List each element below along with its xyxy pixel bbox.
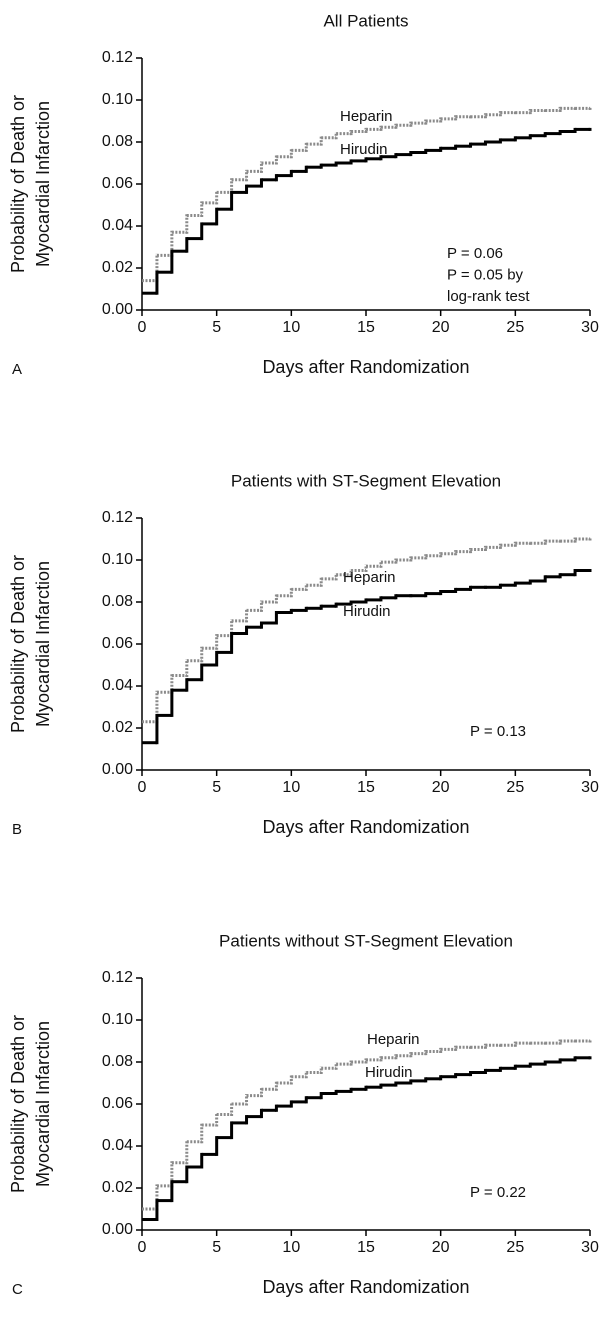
x-tick-label: 10 — [282, 779, 300, 796]
chart-title: All Patients — [323, 11, 408, 30]
x-tick-label: 5 — [212, 1239, 221, 1256]
y-axis-label: Myocardial Infarction — [33, 1021, 53, 1187]
annotation: P = 0.22 — [470, 1184, 526, 1201]
y-tick-label: 0.00 — [102, 301, 133, 318]
x-tick-label: 0 — [138, 779, 147, 796]
y-tick-label: 0.06 — [102, 175, 133, 192]
x-tick-label: 15 — [357, 319, 375, 336]
annotation: P = 0.13 — [470, 723, 526, 740]
series-label: Heparin — [367, 1031, 420, 1048]
annotation: P = 0.05 by — [447, 266, 524, 283]
y-tick-label: 0.06 — [102, 635, 133, 652]
series-label: Heparin — [343, 569, 396, 586]
y-tick-label: 0.04 — [102, 217, 133, 234]
x-tick-label: 25 — [506, 779, 524, 796]
y-tick-label: 0.00 — [102, 761, 133, 778]
chart-title: Patients without ST-Segment Elevation — [219, 931, 513, 950]
series-label: Hirudin — [343, 603, 391, 620]
y-tick-label: 0.00 — [102, 1221, 133, 1238]
y-tick-label: 0.12 — [102, 49, 133, 66]
x-tick-label: 25 — [506, 1239, 524, 1256]
x-tick-label: 20 — [432, 779, 450, 796]
y-tick-label: 0.08 — [102, 133, 133, 150]
x-tick-label: 10 — [282, 1239, 300, 1256]
annotation: log-rank test — [447, 288, 530, 305]
y-tick-label: 0.10 — [102, 551, 133, 568]
panel-label: A — [12, 361, 22, 378]
chart-title: Patients with ST-Segment Elevation — [231, 471, 501, 490]
x-tick-label: 15 — [357, 1239, 375, 1256]
y-tick-label: 0.08 — [102, 593, 133, 610]
x-tick-label: 15 — [357, 779, 375, 796]
series-label: Hirudin — [340, 141, 388, 158]
y-tick-label: 0.06 — [102, 1095, 133, 1112]
y-axis-label: Myocardial Infarction — [33, 101, 53, 267]
x-tick-label: 20 — [432, 319, 450, 336]
y-axis-label: Probability of Death or — [8, 555, 28, 733]
y-axis-label: Probability of Death or — [8, 1015, 28, 1193]
x-axis-label: Days after Randomization — [262, 1277, 469, 1297]
x-tick-label: 5 — [212, 779, 221, 796]
y-tick-label: 0.02 — [102, 719, 133, 736]
x-tick-label: 25 — [506, 319, 524, 336]
x-tick-label: 20 — [432, 1239, 450, 1256]
y-tick-label: 0.02 — [102, 259, 133, 276]
y-tick-label: 0.10 — [102, 1011, 133, 1028]
x-tick-label: 10 — [282, 319, 300, 336]
x-axis-label: Days after Randomization — [262, 817, 469, 837]
x-tick-label: 0 — [138, 319, 147, 336]
x-tick-label: 30 — [581, 319, 599, 336]
y-axis-label: Probability of Death or — [8, 95, 28, 273]
x-tick-label: 0 — [138, 1239, 147, 1256]
series-label: Heparin — [340, 108, 393, 125]
panel-label: C — [12, 1281, 23, 1298]
y-tick-label: 0.08 — [102, 1053, 133, 1070]
x-tick-label: 30 — [581, 1239, 599, 1256]
y-tick-label: 0.12 — [102, 509, 133, 526]
x-tick-label: 5 — [212, 319, 221, 336]
x-axis-label: Days after Randomization — [262, 357, 469, 377]
series-label: Hirudin — [365, 1064, 413, 1081]
y-tick-label: 0.04 — [102, 677, 133, 694]
y-axis-label: Myocardial Infarction — [33, 561, 53, 727]
y-tick-label: 0.02 — [102, 1179, 133, 1196]
y-tick-label: 0.12 — [102, 969, 133, 986]
panel-label: B — [12, 821, 22, 838]
annotation: P = 0.06 — [447, 245, 503, 262]
x-tick-label: 30 — [581, 779, 599, 796]
y-tick-label: 0.10 — [102, 91, 133, 108]
y-tick-label: 0.04 — [102, 1137, 133, 1154]
